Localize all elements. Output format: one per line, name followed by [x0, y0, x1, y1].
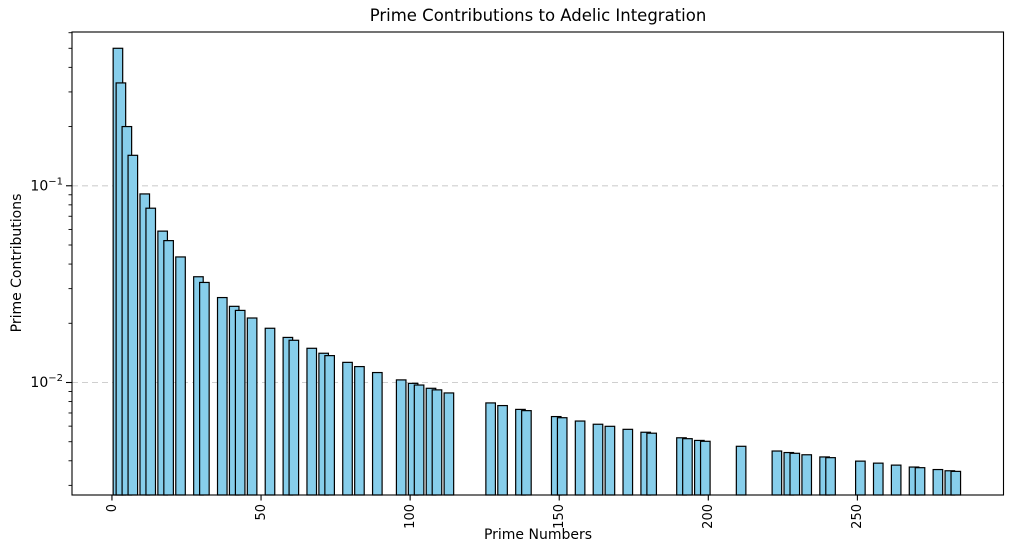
bar	[789, 452, 801, 496]
bar	[431, 389, 443, 496]
bar	[163, 240, 174, 496]
x-tick-label: 50	[254, 504, 269, 521]
bar	[127, 154, 139, 496]
bar	[735, 445, 747, 496]
bar	[306, 347, 318, 496]
chart-title: Prime Contributions to Adelic Integratio…	[369, 6, 707, 25]
x-tick-label: 100	[403, 504, 418, 529]
bar	[622, 428, 634, 496]
bar	[914, 467, 926, 496]
bar	[604, 425, 616, 496]
bar	[950, 470, 962, 496]
y-tick-label: 10−1	[30, 176, 63, 194]
plot-border	[71, 31, 1005, 496]
x-tick-label: 150	[552, 504, 567, 529]
bar	[443, 392, 455, 496]
bar	[234, 309, 246, 496]
bar	[682, 438, 693, 496]
x-axis-label: Prime Numbers	[483, 527, 593, 543]
bar	[592, 423, 604, 496]
bar	[324, 355, 335, 496]
bar	[855, 460, 866, 496]
bar	[932, 468, 944, 496]
bar	[574, 420, 586, 496]
bar	[175, 256, 186, 496]
bar	[395, 379, 407, 496]
bar	[825, 457, 836, 496]
bar	[646, 432, 658, 496]
bar	[890, 464, 902, 496]
bar	[872, 462, 884, 496]
bar	[485, 402, 497, 496]
bar	[145, 207, 157, 496]
bar	[199, 281, 210, 496]
bar	[699, 440, 711, 496]
bar	[801, 454, 813, 496]
bar	[246, 317, 258, 496]
x-tick-label: 0	[105, 504, 120, 512]
bar	[497, 404, 508, 496]
bar	[264, 327, 276, 496]
x-tick-label: 250	[850, 504, 865, 529]
bar	[342, 361, 353, 496]
bar	[413, 384, 425, 496]
bar	[371, 371, 383, 496]
bar	[354, 365, 365, 496]
y-axis-label: Prime Contributions	[9, 193, 25, 333]
y-tick-label: 10−2	[30, 373, 63, 391]
bar	[556, 417, 568, 496]
bar	[521, 410, 532, 496]
bar	[216, 296, 228, 496]
bar	[288, 339, 300, 496]
bar	[771, 450, 783, 496]
x-tick-label: 200	[701, 504, 716, 529]
